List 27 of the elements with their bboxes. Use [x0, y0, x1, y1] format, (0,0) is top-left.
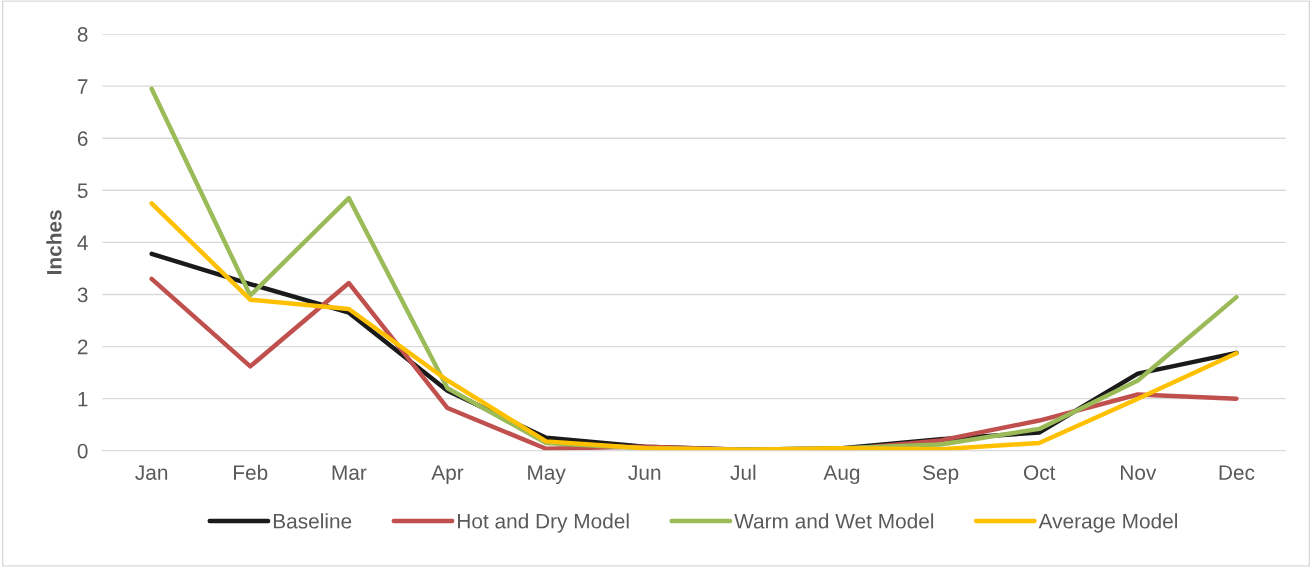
legend-label: Warm and Wet Model	[734, 513, 934, 529]
line-series	[149, 201, 1239, 451]
y-tick-label: 1	[78, 391, 88, 407]
x-tick-label: Dec	[1219, 465, 1255, 480]
x-tick-label: Jan	[135, 465, 168, 480]
y-tick-label: 6	[77, 131, 88, 146]
y-tick-label: 4	[77, 235, 88, 250]
y-tick-label: 2	[77, 339, 88, 355]
x-tick-label: Sep	[923, 465, 959, 485]
x-tick-label: Aug	[823, 465, 860, 485]
x-tick-label: Oct	[1024, 465, 1056, 480]
y-tick-label: 0	[77, 443, 88, 459]
x-tick-label: Nov	[1121, 465, 1157, 480]
x-tick-label: Mar	[332, 465, 367, 480]
legend-label: Hot and Dry Model	[458, 513, 629, 533]
x-tick-label: May	[528, 465, 566, 485]
x-tick-label: Feb	[234, 464, 268, 480]
legend-label: Baseline	[273, 513, 352, 529]
x-tick-label: Apr	[431, 465, 464, 485]
x-tick-label: Jun	[628, 465, 661, 480]
y-axis-title: Inches	[46, 210, 62, 274]
x-tick-label: Jul	[730, 464, 756, 480]
y-tick-label: 8	[77, 27, 88, 42]
y-tick-label: 5	[77, 183, 88, 199]
y-tick-label: 7	[77, 79, 88, 94]
legend-label: Average Model	[1038, 513, 1177, 533]
y-tick-label: 3	[77, 287, 88, 303]
